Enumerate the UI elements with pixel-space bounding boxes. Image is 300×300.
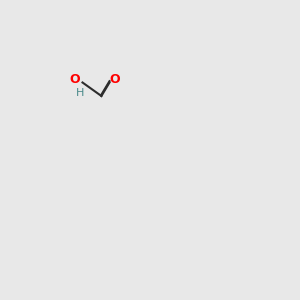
Text: O: O xyxy=(69,73,80,86)
Text: H: H xyxy=(76,88,84,98)
Text: O: O xyxy=(110,73,120,86)
